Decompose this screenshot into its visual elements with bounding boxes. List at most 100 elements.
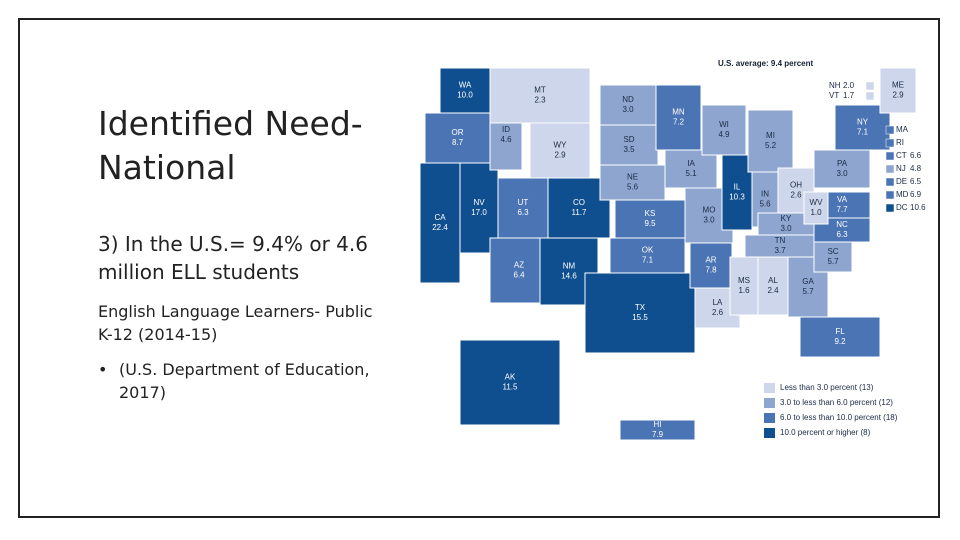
- state: [813, 149, 871, 189]
- state-abbr: UT: [518, 198, 529, 207]
- state-value: 6.5: [910, 177, 922, 186]
- state-value: 1.7: [843, 91, 855, 100]
- state-value: 10.3: [729, 193, 745, 202]
- state-value: 2.6: [712, 308, 724, 317]
- state-value: 3.0: [622, 105, 634, 114]
- state-value: 10.0: [457, 91, 473, 100]
- state: [655, 84, 702, 151]
- state-value: 22.4: [432, 223, 448, 232]
- state-value: 7.2: [673, 118, 685, 127]
- key-point: 3) In the U.S.= 9.4% or 4.6 million ELL …: [98, 232, 368, 284]
- state-value: 2.0: [843, 81, 855, 90]
- state-abbr: NM: [563, 262, 576, 271]
- citation-bullet: • (U.S. Department of Education, 2017): [98, 358, 388, 404]
- state-abbr: PA: [837, 159, 848, 168]
- state-value: 4.6: [500, 135, 512, 144]
- state-abbr: WY: [554, 141, 568, 150]
- state-abbr: CO: [573, 198, 585, 207]
- map-average: U.S. average: 9.4 percent: [718, 59, 813, 68]
- state-abbr: MI: [766, 131, 775, 140]
- legend-swatch: [764, 383, 775, 393]
- state-swatch: [885, 125, 895, 135]
- state-value: 14.6: [561, 272, 577, 281]
- state-abbr: IA: [687, 159, 695, 168]
- state-abbr: ID: [502, 125, 510, 134]
- state-swatch: [865, 91, 875, 101]
- state-value: 1.0: [810, 208, 822, 217]
- state-abbr: MT: [534, 86, 546, 95]
- state-abbr: FL: [835, 327, 845, 336]
- state: [614, 199, 686, 239]
- state-value: 5.7: [827, 257, 839, 266]
- state-abbr: TX: [635, 303, 646, 312]
- state-value: 5.6: [627, 183, 639, 192]
- state-value: 2.6: [790, 191, 802, 200]
- state-value: 7.7: [836, 205, 848, 214]
- state-abbr: IL: [734, 183, 741, 192]
- state-abbr: OK: [642, 246, 654, 255]
- state: [599, 84, 657, 126]
- state-abbr: DE: [896, 177, 907, 186]
- state-value: 3.0: [703, 216, 715, 225]
- citation: (U.S. Department of Education, 2017): [119, 360, 370, 402]
- state: [747, 109, 794, 173]
- state-value: 2.9: [892, 91, 904, 100]
- state-abbr: KY: [781, 214, 792, 223]
- state-value: 17.0: [471, 208, 487, 217]
- legend-swatch: [764, 398, 775, 408]
- state-value: 5.7: [802, 287, 814, 296]
- state-abbr: MA: [896, 125, 909, 134]
- state: [729, 256, 759, 316]
- state-value: 4.8: [910, 164, 922, 173]
- state-abbr: OR: [452, 128, 464, 137]
- state-abbr: HI: [654, 420, 662, 429]
- state-swatch: [885, 138, 895, 148]
- state-value: 7.1: [857, 128, 869, 137]
- state-value: 10.6: [910, 203, 926, 212]
- state-swatch: [885, 164, 895, 174]
- state-swatch: [865, 81, 875, 91]
- state-value: 11.7: [572, 208, 588, 217]
- state-abbr: AL: [768, 276, 778, 285]
- state-abbr: VA: [837, 195, 848, 204]
- state: [803, 191, 829, 225]
- state-value: 6.9: [910, 190, 922, 199]
- state-abbr: CA: [434, 213, 446, 222]
- state-abbr: WA: [459, 81, 472, 90]
- slide-frame: [18, 18, 940, 518]
- state-abbr: NH: [829, 81, 841, 90]
- state-abbr: IN: [761, 190, 769, 199]
- state-abbr: WI: [719, 120, 729, 129]
- state-value: 1.6: [738, 286, 750, 295]
- state-abbr: MS: [738, 276, 750, 285]
- state-abbr: GA: [802, 277, 814, 286]
- state-abbr: MO: [703, 206, 716, 215]
- state-swatch: [885, 190, 895, 200]
- state-value: 2.4: [767, 286, 779, 295]
- state-abbr: SD: [623, 135, 634, 144]
- state-abbr: AK: [505, 373, 516, 382]
- state: [664, 149, 718, 189]
- state-value: 5.2: [765, 141, 777, 150]
- state-abbr: MD: [896, 190, 909, 199]
- state: [584, 272, 696, 354]
- state-value: 6.6: [910, 151, 922, 160]
- state: [459, 339, 561, 426]
- state-abbr: SC: [827, 247, 838, 256]
- legend-swatch: [764, 413, 775, 423]
- legend-label: 10.0 percent or higher (8): [780, 428, 871, 437]
- state-abbr: MN: [672, 108, 685, 117]
- state-abbr: OH: [790, 181, 802, 190]
- state-value: 7.1: [642, 256, 654, 265]
- state: [497, 177, 549, 239]
- state: [599, 124, 659, 166]
- state-value: 3.0: [780, 224, 792, 233]
- state-abbr: NE: [627, 173, 638, 182]
- state-value: 6.3: [836, 230, 848, 239]
- state-value: 3.7: [774, 246, 786, 255]
- state: [689, 242, 733, 289]
- state-value: 15.5: [632, 313, 648, 322]
- state: [879, 67, 917, 114]
